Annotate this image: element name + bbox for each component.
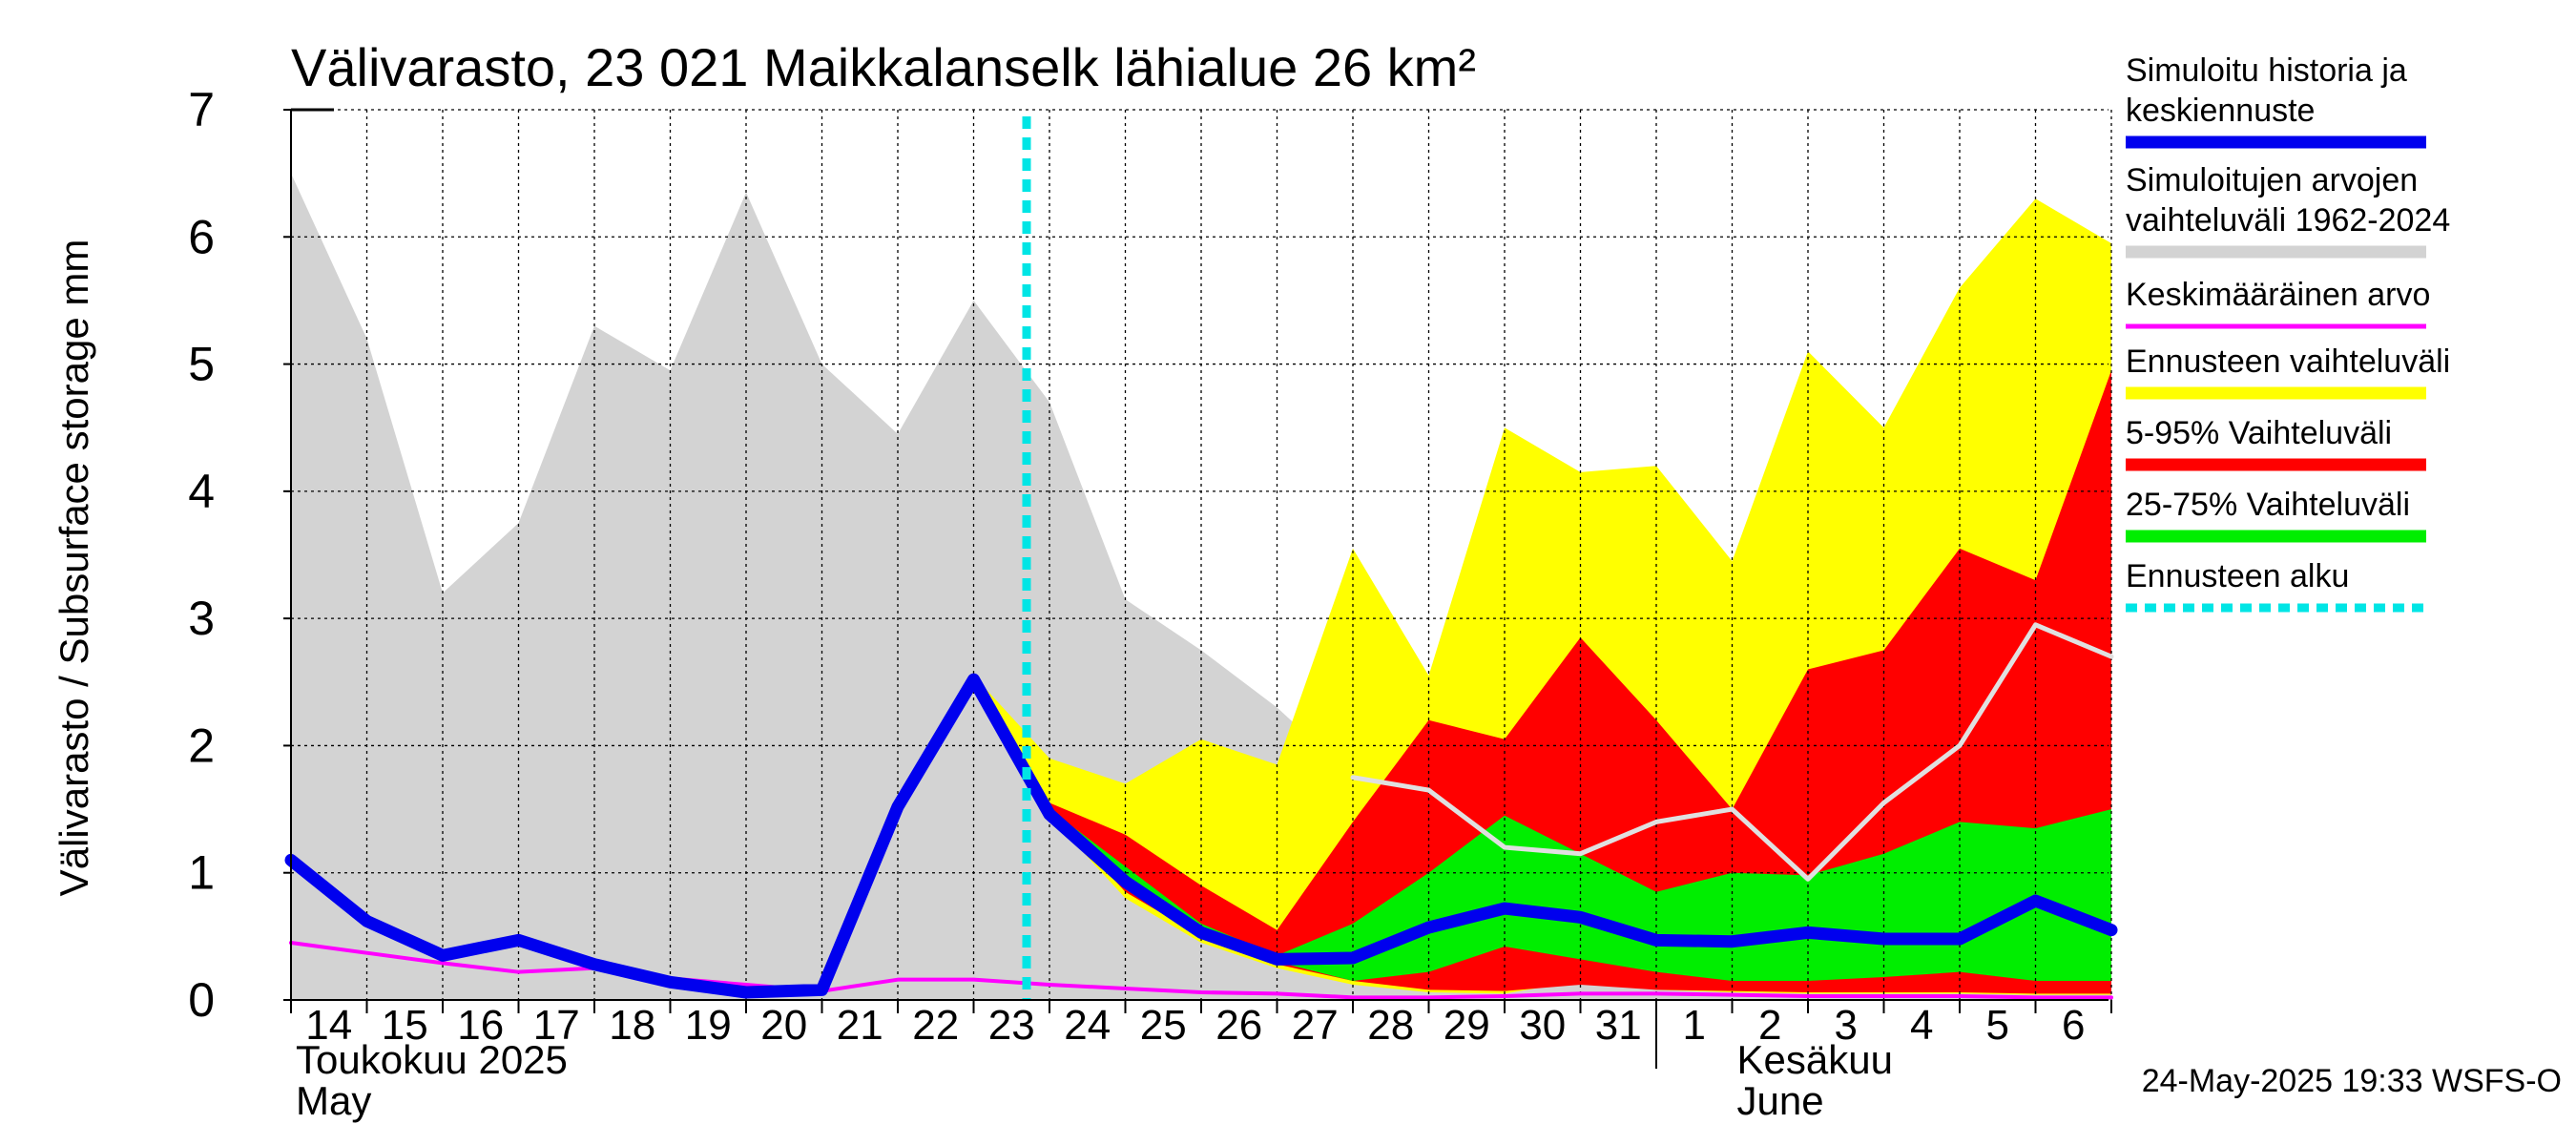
x-tick-label: 19 (685, 1002, 732, 1049)
legend-label: Simuloitujen arvojen (2126, 162, 2418, 198)
x-tick-label: 31 (1595, 1002, 1642, 1049)
x-tick-label: 17 (533, 1002, 580, 1049)
x-tick-label: 23 (988, 1002, 1035, 1049)
x-tick-label: 1 (1683, 1002, 1706, 1049)
y-tick-label: 0 (188, 973, 215, 1027)
y-tick-label: 3 (188, 592, 215, 645)
line-layer (284, 116, 2118, 1000)
x-tick-label: 29 (1444, 1002, 1490, 1049)
y-tick-label: 2 (188, 718, 215, 772)
x-tick-label: 15 (382, 1002, 428, 1049)
legend-label: 5-95% Vaihteluväli (2126, 415, 2392, 451)
x-tick-label: 20 (760, 1002, 807, 1049)
x-tick-label: 30 (1519, 1002, 1566, 1049)
x-tick-label: 18 (609, 1002, 655, 1049)
line-simuloitu-historia-ja-keskiennuste (284, 673, 2118, 999)
x-tick-label: 6 (2062, 1002, 2085, 1049)
legend-label: vaihteluväli 1962-2024 (2126, 202, 2450, 239)
y-tick-label: 1 (188, 846, 215, 900)
x-tick-label: 4 (1910, 1002, 1933, 1049)
line-forecast-median-light-gray (1350, 622, 2114, 882)
y-axis-label: Välivarasto / Subsurface storage mm (52, 239, 96, 897)
legend-label: keskiennuste (2126, 93, 2315, 129)
legend-label: Ennusteen vaihteluväli (2126, 344, 2450, 380)
x-tick-label: 16 (457, 1002, 504, 1049)
x-tick-label: 24 (1064, 1002, 1111, 1049)
legend-label: 25-75% Vaihteluväli (2126, 487, 2410, 523)
legend-label: Ennusteen alku (2126, 558, 2349, 594)
month-label-en: June (1737, 1078, 1824, 1123)
x-tick-label: 3 (1835, 1002, 1858, 1049)
month-label-en: May (296, 1078, 371, 1123)
y-tick-label: 5 (188, 338, 215, 391)
x-tick-label: 14 (305, 1002, 352, 1049)
legend-label: Keskimääräinen arvo (2126, 277, 2430, 313)
x-tick-label: 27 (1292, 1002, 1339, 1049)
chart-title: Välivarasto, 23 021 Maikkalanselk lähial… (291, 37, 1476, 97)
x-tick-label: 26 (1215, 1002, 1262, 1049)
y-tick-label: 4 (188, 465, 215, 518)
legend-label: Simuloitu historia ja (2126, 52, 2407, 89)
month-label: Toukokuu 2025 (296, 1037, 568, 1082)
y-tick-label: 7 (188, 83, 215, 136)
x-tick-label: 28 (1367, 1002, 1414, 1049)
footer-timestamp: 24-May-2025 19:33 WSFS-O (2142, 1063, 2562, 1099)
legend: Simuloitu historia ja keskiennuste Simuloi… (2126, 52, 2450, 613)
month-label: Kesäkuu (1737, 1037, 1893, 1082)
x-tick-label: 2 (1758, 1002, 1781, 1049)
x-tick-label: 25 (1140, 1002, 1187, 1049)
x-tick-label: 22 (912, 1002, 959, 1049)
x-tick-label: 5 (1986, 1002, 2009, 1049)
y-tick-label: 6 (188, 210, 215, 263)
grid-layer (290, 109, 2112, 1000)
x-tick-label: 21 (837, 1002, 883, 1049)
